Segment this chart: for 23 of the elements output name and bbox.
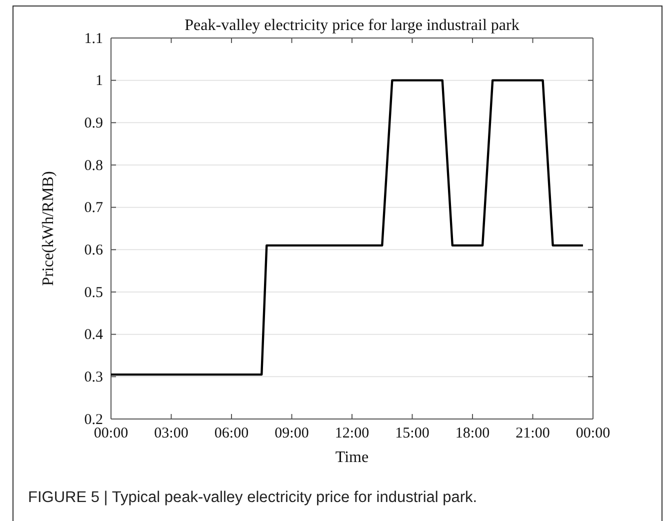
- x-tick-label: 18:00: [455, 426, 490, 442]
- y-tick-label: 1.1: [84, 30, 103, 47]
- x-tick-label: 09:00: [274, 426, 309, 442]
- y-tick-label: 0.5: [84, 284, 103, 301]
- y-tick-label: 0.2: [84, 412, 103, 428]
- x-tick-label: 00:00: [576, 426, 610, 442]
- x-tick-label: 06:00: [214, 426, 249, 442]
- y-tick-label: 0.4: [84, 327, 104, 344]
- y-tick-label: 0.6: [84, 242, 104, 258]
- x-tick-label: 15:00: [395, 426, 430, 442]
- x-axis-title: Time: [335, 449, 369, 466]
- chart-title: Peak-valley electricity price for large industrail park: [184, 17, 520, 34]
- x-tick-label: 00:00: [94, 426, 128, 442]
- y-tick-label: 0.7: [84, 200, 104, 216]
- x-tick-label: 12:00: [334, 426, 370, 442]
- x-tick-label: 21:00: [516, 426, 550, 442]
- y-tick-label: 0.8: [84, 158, 103, 174]
- y-tick-label: 0.3: [84, 369, 103, 386]
- y-axis-title: Price(kWh/RMB): [40, 171, 57, 286]
- y-tick-label: 0.9: [84, 115, 103, 132]
- x-tick-label: 03:00: [154, 426, 188, 442]
- caption: FIGURE 5 | Typical peak-valley electricity price for industrial park.: [28, 489, 478, 506]
- y-tick-label: 1: [96, 73, 103, 90]
